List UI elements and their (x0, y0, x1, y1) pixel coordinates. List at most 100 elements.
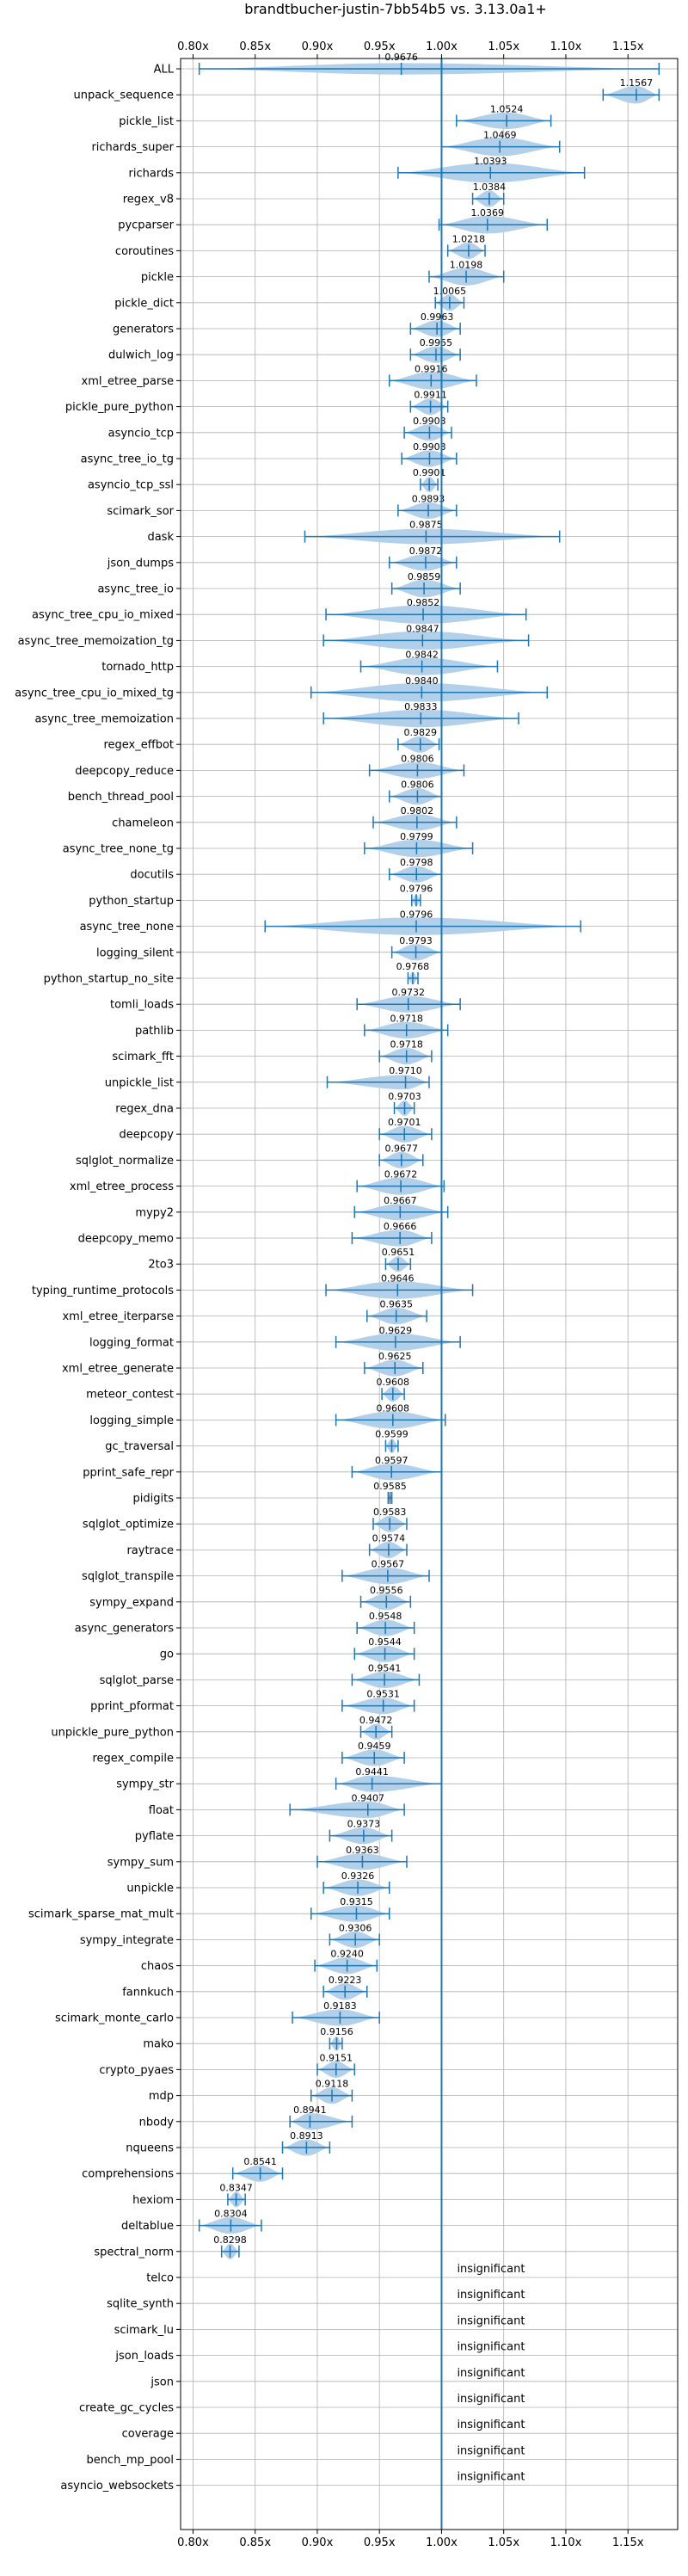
benchmark-label: mdp (149, 2090, 174, 2103)
benchmark-label: pickle_pure_python (65, 401, 174, 414)
x-tick-label-top: 1.15x (612, 40, 644, 53)
x-tick-label-top: 1.00x (426, 40, 458, 53)
value-label: 0.9567 (372, 1559, 405, 1570)
benchmark-label: pickle (141, 271, 174, 284)
benchmark-label: mako (143, 2038, 174, 2051)
value-label: 0.9672 (384, 1169, 418, 1180)
benchmark-label: sympy_expand (89, 1596, 174, 1609)
benchmark-label: xml_etree_parse (82, 375, 174, 388)
value-label: 0.9544 (368, 1636, 402, 1648)
benchmark-label: tornado_http (101, 661, 174, 674)
benchmark-label: crypto_pyaes (99, 2064, 174, 2077)
value-label: 1.0218 (452, 233, 486, 244)
value-label: 0.9373 (347, 1819, 381, 1830)
benchmark-label: mypy2 (135, 1206, 174, 1219)
benchmark-label: nbody (139, 2116, 175, 2129)
value-label: 0.9651 (382, 1247, 415, 1258)
benchmark-label: scimark_sparse_mat_mult (28, 1908, 174, 1921)
value-label: 0.9407 (352, 1792, 385, 1803)
benchmark-label: coverage (122, 2428, 174, 2441)
grid-lines (181, 59, 678, 2530)
x-tick-label-top: 0.80x (177, 40, 209, 53)
value-label: 0.9840 (405, 675, 439, 687)
benchmark-label: regex_dna (115, 1103, 174, 1116)
value-label: 0.9599 (375, 1429, 408, 1440)
value-label: 0.9796 (400, 909, 433, 921)
benchmark-label: async_tree_io (97, 583, 174, 596)
benchmark-label: json_dumps (107, 557, 174, 570)
benchmark-label: sqlglot_transpile (82, 1570, 174, 1583)
value-label: 0.9799 (400, 831, 433, 842)
value-label: 0.9872 (409, 545, 443, 557)
value-label: 0.9635 (379, 1299, 413, 1310)
benchmark-label: json (150, 2376, 174, 2388)
benchmark-label: async_tree_memoization_tg (18, 635, 174, 648)
value-label: 0.9802 (401, 805, 434, 817)
x-tick-label-bottom: 1.05x (488, 2536, 519, 2549)
benchmark-label: regex_v8 (123, 194, 174, 206)
insignificant-label: insignificant (457, 2314, 525, 2327)
x-tick-label-top: 1.05x (488, 40, 519, 53)
benchmark-label: comprehensions (82, 2168, 174, 2181)
value-label: 0.9118 (316, 2079, 349, 2090)
value-label: 0.9903 (413, 416, 446, 427)
value-label: 0.9852 (407, 597, 440, 608)
value-label: 0.9315 (340, 1896, 373, 1907)
benchmark-label: scimark_lu (114, 2324, 174, 2337)
benchmark-label: fannkuch (122, 1986, 174, 1999)
insignificant-label: insignificant (457, 2444, 525, 2457)
benchmark-label: gc_traversal (105, 1440, 174, 1453)
value-label: 0.9829 (403, 727, 437, 738)
benchmark-label: python_startup_no_site (44, 973, 174, 986)
value-label: 0.9666 (384, 1221, 417, 1232)
benchmark-label: nqueens (126, 2142, 174, 2155)
benchmark-label: pycparser (118, 219, 174, 232)
value-label: 0.9806 (401, 753, 434, 764)
x-tick-label-bottom: 0.95x (364, 2536, 396, 2549)
benchmark-label: chaos (141, 1960, 174, 1973)
benchmark-label: pathlib (135, 1025, 174, 1038)
benchmark-label: create_gc_cycles (79, 2402, 174, 2415)
benchmark-label: deltablue (121, 2220, 174, 2233)
benchmark-label: sqlglot_parse (100, 1674, 174, 1687)
value-label: 0.9548 (369, 1611, 402, 1622)
benchmark-label: richards (129, 167, 175, 180)
value-label: 0.9585 (373, 1481, 407, 1492)
benchmark-label: typing_runtime_protocols (32, 1285, 174, 1297)
value-label: 0.9459 (358, 1741, 391, 1752)
value-label: 1.0369 (471, 207, 505, 219)
value-label: 0.9806 (401, 780, 434, 791)
value-label: 0.9903 (413, 441, 446, 453)
benchmark-label: float (149, 1804, 174, 1817)
value-label: 0.9710 (389, 1065, 422, 1076)
benchmark-label: logging_silent (96, 946, 174, 959)
value-label: 0.9541 (368, 1662, 402, 1673)
value-label: 0.9625 (378, 1351, 412, 1362)
value-label: 0.9901 (413, 467, 446, 478)
value-label: 0.9472 (359, 1715, 393, 1726)
insignificant-label: insignificant (457, 2289, 525, 2302)
axes: 0.80x 0.80x 0.85x 0.85x 0.90x 0.90x 0.95x 0.95x… (15, 40, 644, 2549)
benchmark-label: coroutines (115, 245, 174, 258)
value-label: 1.0469 (483, 130, 517, 141)
value-label: 0.8304 (214, 2209, 248, 2220)
benchmark-label: unpickle (126, 1883, 174, 1895)
value-label: 0.9793 (399, 935, 433, 946)
benchmark-label: ALL (154, 64, 175, 77)
benchmark-label: logging_format (89, 1336, 174, 1349)
insignificant-label: insignificant (457, 2263, 525, 2276)
value-label: 0.9441 (355, 1766, 389, 1778)
value-label: 0.9732 (391, 987, 425, 998)
value-label: 0.9223 (329, 1975, 362, 1986)
benchmark-label: sqlglot_optimize (83, 1519, 174, 1531)
benchmark-label: python_startup (89, 895, 174, 908)
benchmark-label: pprint_pformat (90, 1700, 174, 1713)
value-label: 0.9768 (396, 961, 430, 972)
value-label: 0.8541 (243, 2156, 277, 2167)
benchmark-label: unpickle_list (105, 1076, 174, 1089)
x-tick-label-top: 0.85x (239, 40, 271, 53)
value-label: 0.9629 (379, 1325, 413, 1336)
benchmark-label: tomli_loads (110, 999, 174, 1012)
